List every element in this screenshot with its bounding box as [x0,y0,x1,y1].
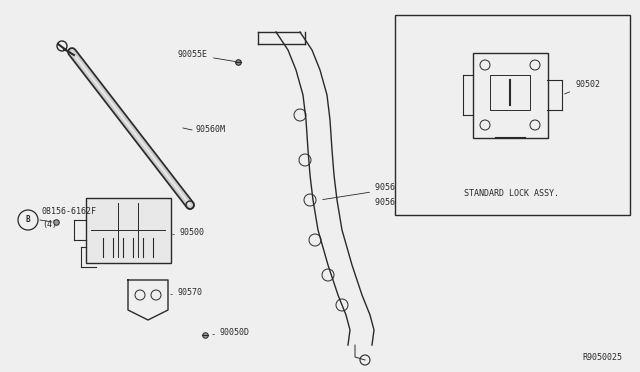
Bar [490,75,530,110]
Text: 90569 (LH): 90569 (LH) [375,199,425,208]
Text: 90560M: 90560M [195,125,225,135]
FancyBboxPatch shape [473,53,548,138]
Text: R9050025: R9050025 [582,353,622,362]
Text: 90050D: 90050D [212,328,250,337]
Text: (4): (4) [42,221,57,230]
Text: 90570: 90570 [171,288,203,297]
Text: 90568 (RH): 90568 (RH) [323,183,425,199]
Text: B: B [26,215,30,224]
Text: STANDARD LOCK ASSY.: STANDARD LOCK ASSY. [465,189,559,198]
Text: 90055E: 90055E [178,50,236,61]
Text: 90502: 90502 [564,80,600,94]
Text: 90500: 90500 [173,228,205,237]
Bar [86,198,171,263]
Text: 08156-6162F: 08156-6162F [42,208,97,217]
Bar [395,15,630,215]
